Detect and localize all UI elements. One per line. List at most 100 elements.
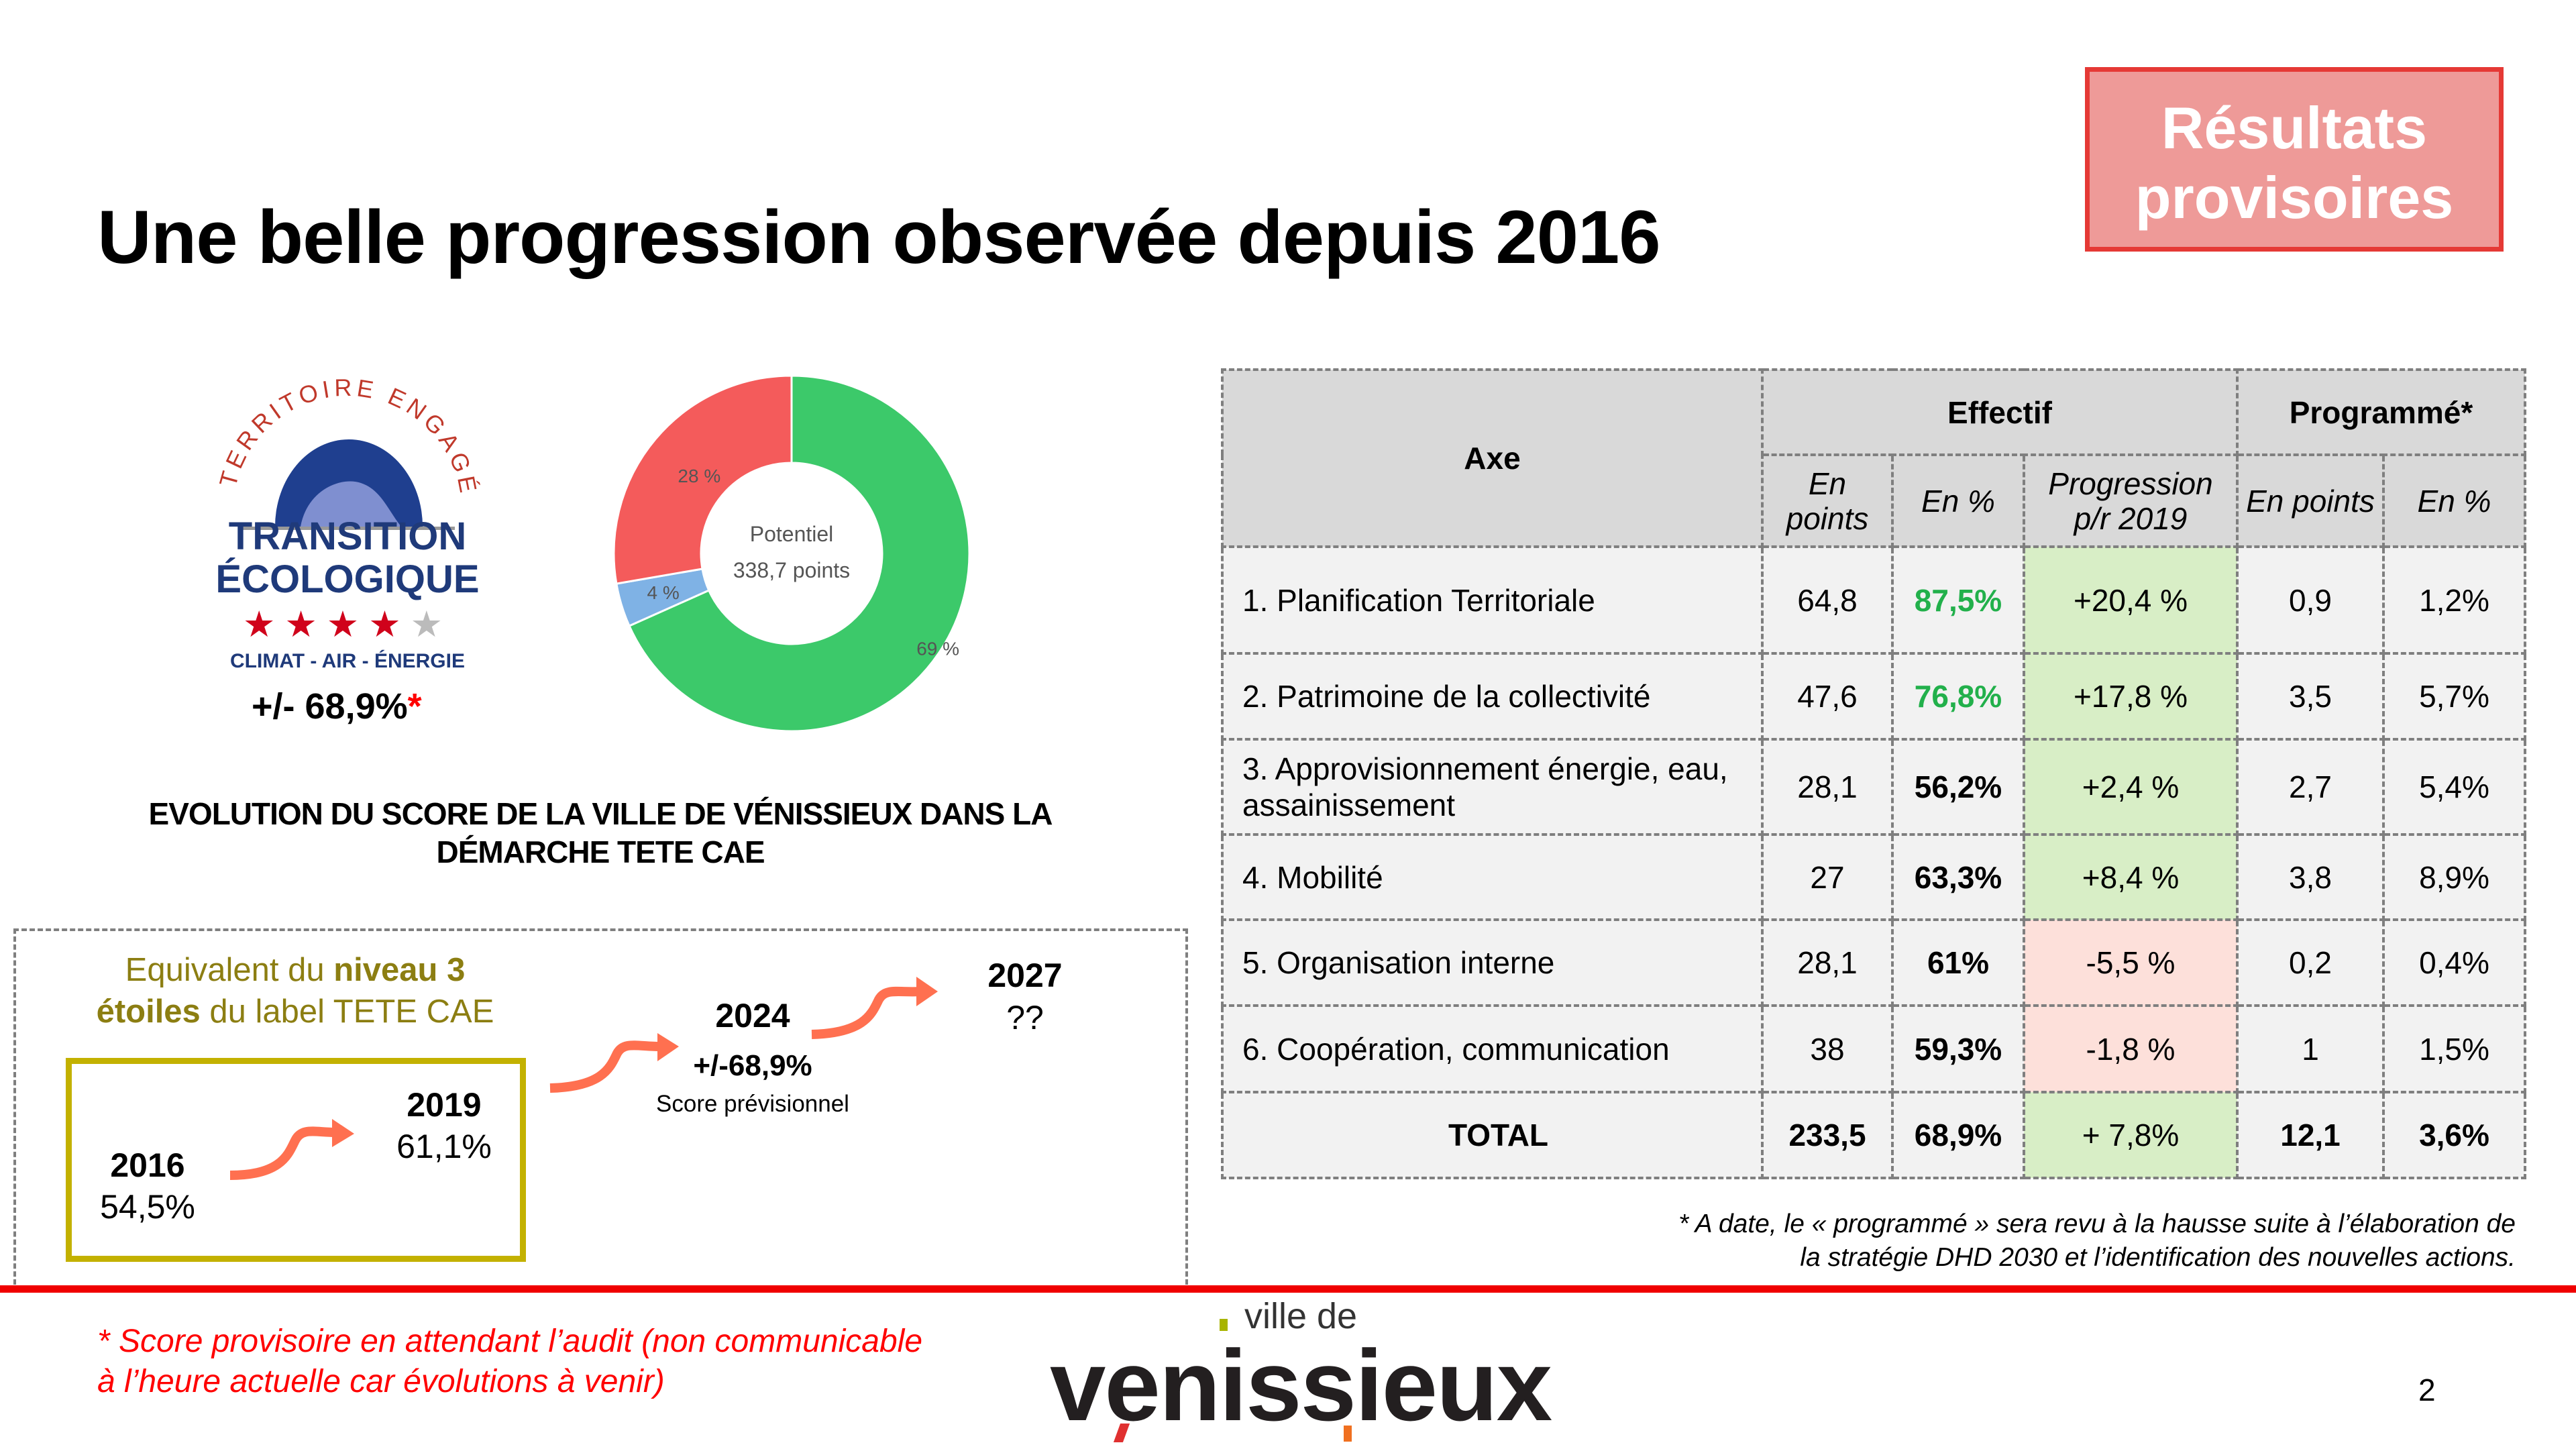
equivalent-label: Equivalent du niveau 3 étoiles du label … (34, 949, 557, 1032)
table-row: 5. Organisation interne 28,1 61% -5,5 % 0,2 0… (1221, 918, 2526, 1007)
score-value: +/- 68,9% (252, 686, 408, 727)
cell-prog: +17,8 % (2023, 652, 2239, 741)
table-row: 4. Mobilité 27 63,3% +8,4 % 3,8 8,9% (1221, 833, 2526, 921)
score-footnote-line2: à l’heure actuelle car évolutions à veni… (97, 1364, 665, 1399)
footer-divider (0, 1285, 2576, 1293)
cell-ppts: 2,7 (2236, 738, 2385, 836)
logo-globe-icon: TERRITOIRE ENGAGÉ (214, 374, 479, 530)
cell-ppts: 0,9 (2236, 545, 2385, 655)
header-en-pct: En % (1891, 453, 2025, 548)
cell-pct: 68,9% (1891, 1091, 2025, 1179)
donut-slice (628, 374, 971, 733)
cell-pct: 61% (1891, 918, 2025, 1007)
cell-ppts: 0,2 (2236, 918, 2385, 1007)
donut-slice-label: 28 % (678, 466, 720, 486)
cell-prog: +2,4 % (2023, 738, 2239, 836)
header-effectif: Effectif (1761, 368, 2239, 456)
header-programme: Programmé* (2236, 368, 2526, 456)
donut-slice-label: 4 % (647, 582, 680, 603)
equiv-bold1: niveau 3 (333, 952, 466, 988)
three-star-box (66, 1058, 526, 1262)
year-2016: 2016 (110, 1146, 185, 1184)
brand-logo-text: venissieux (1050, 1329, 1552, 1442)
brand-square-icon (1220, 1319, 1228, 1331)
header-axe: Axe (1221, 368, 1764, 548)
table-total-row: TOTAL 233,5 68,9% + 7,8% 12,1 3,6% (1221, 1091, 2526, 1179)
header-en-points: En points (1761, 453, 1894, 548)
cell-pct: 56,2% (1891, 738, 2025, 836)
cell-pts: 47,6 (1761, 652, 1894, 741)
axes-results-table: Axe Effectif Programmé* En points En % P… (1221, 368, 2526, 1179)
cell-axe: 3. Approvisionnement énergie, eau, assai… (1221, 738, 1764, 836)
table-row: 1. Planification Territoriale 64,8 87,5% +2… (1221, 545, 2526, 655)
cell-prog: +8,4 % (2023, 833, 2239, 921)
cell-pct: 63,3% (1891, 833, 2025, 921)
logo-line2: ÉCOLOGIQUE (215, 557, 480, 601)
equiv-bold2: étoiles (96, 994, 201, 1030)
cell-axe: 4. Mobilité (1221, 833, 1764, 921)
evolution-heading-line1: EVOLUTION DU SCORE DE LA VILLE DE VÉNISS… (148, 796, 1053, 831)
cell-pts: 27 (1761, 833, 1894, 921)
cell-ppct: 3,6% (2382, 1091, 2526, 1179)
cell-pts: 28,1 (1761, 738, 1894, 836)
score-2024-note: Score prévisionnel (656, 1091, 849, 1117)
table-footnote-line2: la stratégie DHD 2030 et l’identificatio… (1800, 1243, 2516, 1272)
cell-pts: 64,8 (1761, 545, 1894, 655)
cell-ppts: 3,5 (2236, 652, 2385, 741)
table-footnote: * A date, le « programmé » sera revu à l… (1678, 1208, 2516, 1275)
cell-ppct: 1,5% (2382, 1004, 2526, 1093)
cell-pts: 28,1 (1761, 918, 1894, 1007)
table-row: 6. Coopération, communication 38 59,3% -1,8… (1221, 1004, 2526, 1093)
cell-ppct: 5,7% (2382, 652, 2526, 741)
cell-ppct: 8,9% (2382, 833, 2526, 921)
badge-line2: provisoires (2135, 164, 2454, 231)
donut-center-label: Potentiel (750, 522, 834, 546)
table-row: 2. Patrimoine de la collectivité 47,6 76,8… (1221, 652, 2526, 741)
header-prog-en-pct: En % (2382, 453, 2526, 548)
logo-tagline: CLIMAT - AIR - ÉNERGIE (230, 650, 465, 672)
brand-small-text: ville de (1244, 1296, 1358, 1336)
cell-axe: TOTAL (1221, 1091, 1764, 1179)
score-footnote-line1: * Score provisoire en attendant l’audit … (97, 1324, 923, 1359)
donut-slice (612, 374, 793, 585)
cell-pts: 233,5 (1761, 1091, 1894, 1179)
cell-ppct: 1,2% (2382, 545, 2526, 655)
brand-accent-icon (1344, 1426, 1352, 1442)
cell-axe: 2. Patrimoine de la collectivité (1221, 652, 1764, 741)
cell-pct: 87,5% (1891, 545, 2025, 655)
cell-ppts: 3,8 (2236, 833, 2385, 921)
score-2024: +/-68,9% (693, 1049, 812, 1082)
table-footnote-line1: * A date, le « programmé » sera revu à l… (1678, 1210, 2516, 1238)
cell-axe: 1. Planification Territoriale (1221, 545, 1764, 655)
cell-prog: -1,8 % (2023, 1004, 2239, 1093)
territoire-engage-logo: TERRITOIRE ENGAGÉ TRANSITION ÉCOLOGIQUE … (213, 374, 482, 678)
badge-line1: Résultats (2161, 95, 2428, 161)
equiv-text2: du label TETE CAE (200, 994, 494, 1030)
provisional-results-badge: Résultats provisoires (2085, 67, 2504, 252)
cell-pct: 59,3% (1891, 1004, 2025, 1093)
stars-rating: ★★★★★ (242, 604, 453, 645)
page-number: 2 (2418, 1373, 2436, 1407)
cell-prog: +20,4 % (2023, 545, 2239, 655)
timeline-box (13, 928, 1188, 1285)
score-2016: 54,5% (100, 1188, 195, 1226)
equiv-text1: Equivalent du (125, 952, 334, 988)
header-prog-en-points: En points (2236, 453, 2385, 548)
cell-pts: 38 (1761, 1004, 1894, 1093)
cell-ppts: 12,1 (2236, 1091, 2385, 1179)
overall-score: +/- 68,9%* (252, 686, 422, 727)
table-row: 3. Approvisionnement énergie, eau, assai… (1221, 738, 2526, 836)
header-progression: Progression p/r 2019 (2023, 453, 2239, 548)
cell-axe: 6. Coopération, communication (1221, 1004, 1764, 1093)
donut-slice-label: 69 % (916, 638, 959, 659)
year-2024: 2024 (715, 997, 790, 1034)
cell-pct: 76,8% (1891, 652, 2025, 741)
evolution-heading-line2: DÉMARCHE TETE CAE (436, 835, 765, 869)
page-title: Une belle progression observée depuis 20… (97, 195, 1661, 279)
cell-axe: 5. Organisation interne (1221, 918, 1764, 1007)
year-2019: 2019 (407, 1086, 482, 1124)
year-2027: 2027 (987, 957, 1063, 994)
cell-ppct: 0,4% (2382, 918, 2526, 1007)
score-asterisk: * (407, 686, 422, 727)
score-2027: ?? (1006, 999, 1044, 1036)
